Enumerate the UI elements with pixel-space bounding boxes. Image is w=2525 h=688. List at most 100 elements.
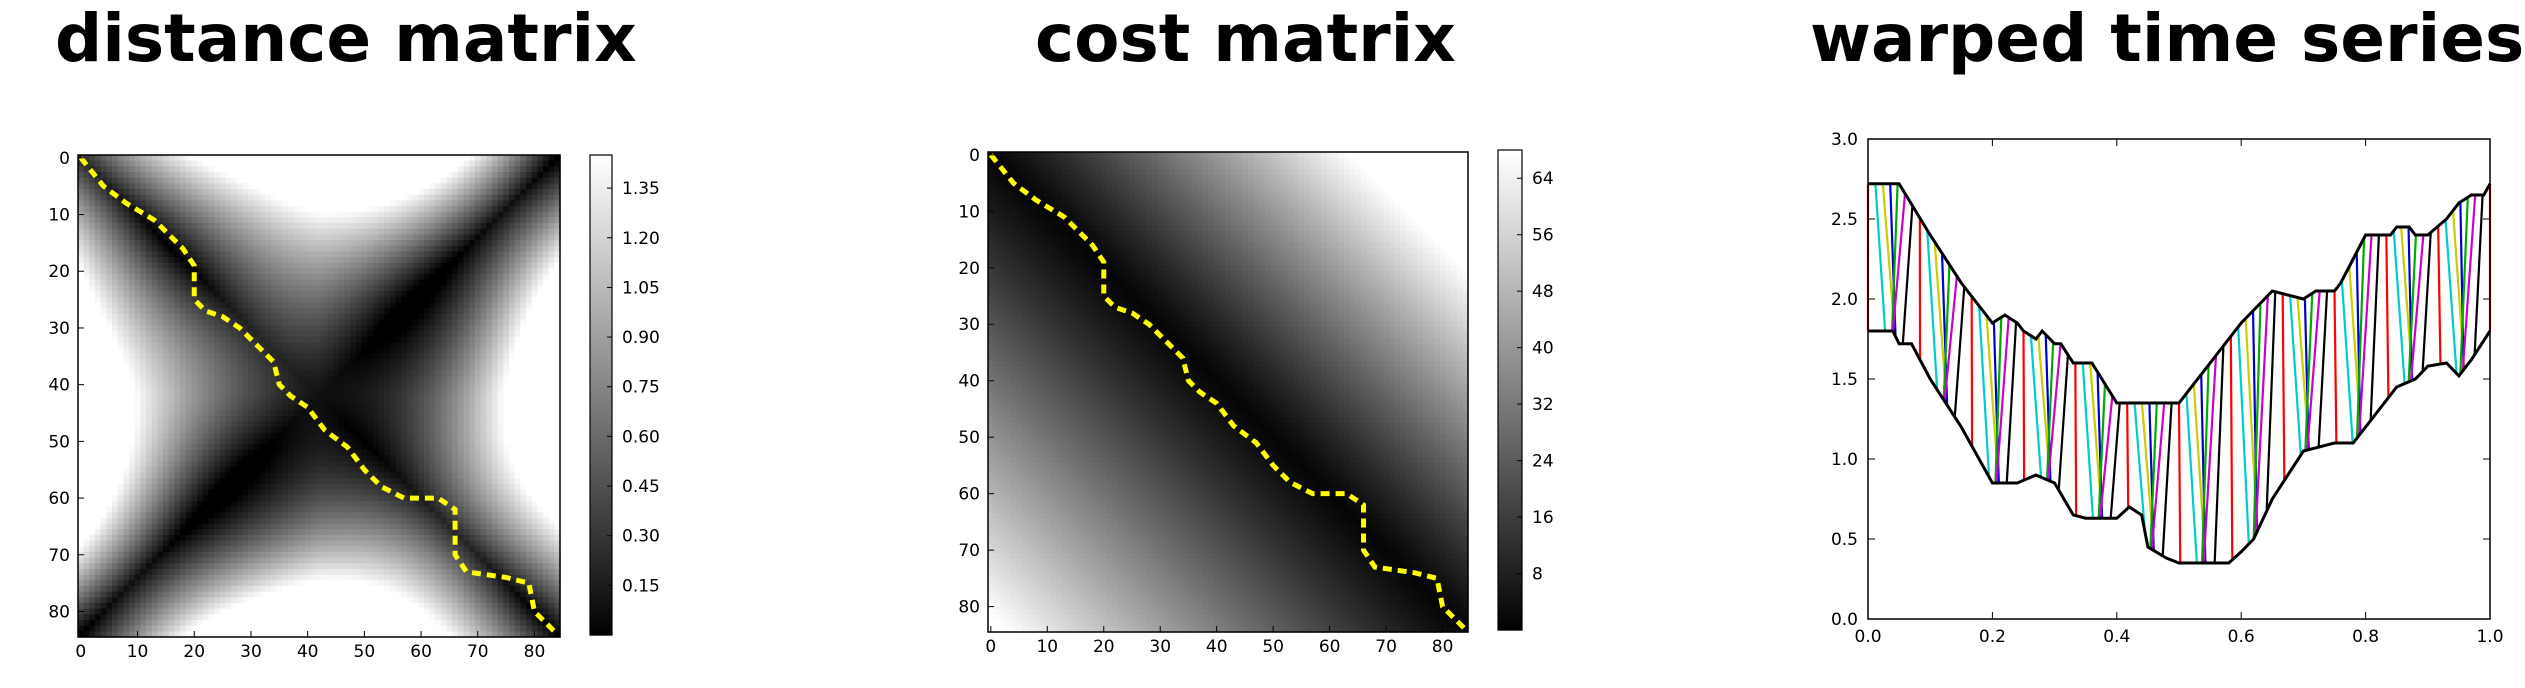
distance-heatmap-cell (265, 211, 272, 218)
distance-heatmap-cell (95, 427, 102, 434)
distance-heatmap-cell (401, 415, 408, 423)
distance-heatmap-cell (293, 245, 300, 252)
distance-heatmap-cell (378, 302, 385, 309)
distance-heatmap-cell (174, 251, 181, 258)
distance-heatmap-cell (287, 200, 295, 207)
distance-heatmap-cell (435, 427, 442, 434)
distance-heatmap-cell (276, 415, 283, 423)
distance-heatmap-cell (350, 200, 357, 207)
distance-heatmap-cell (338, 370, 346, 377)
distance-heatmap-cell (406, 387, 414, 394)
distance-heatmap-cell (508, 325, 516, 332)
distance-heatmap-cell (236, 461, 244, 468)
distance-heatmap-cell (497, 347, 504, 355)
distance-heatmap-cell (259, 160, 266, 167)
distance-heatmap-cell (299, 364, 306, 372)
distance-heatmap-cell (225, 291, 232, 298)
distance-heatmap-cell (497, 359, 504, 366)
distance-heatmap-cell (270, 308, 278, 315)
distance-heatmap-cell (446, 189, 453, 196)
distance-heatmap-cell (287, 211, 295, 218)
distance-heatmap-cell (401, 302, 408, 309)
distance-heatmap-cell (412, 240, 419, 247)
distance-heatmap-cell (457, 364, 465, 372)
distance-heatmap-cell (304, 217, 312, 224)
distance-heatmap-cell (333, 421, 340, 428)
distance-heatmap-cell (225, 325, 232, 332)
distance-heatmap-cell (395, 234, 402, 241)
distance-heatmap-cell (202, 211, 210, 218)
distance-heatmap-cell (287, 438, 295, 445)
distance-heatmap-cell (491, 177, 499, 184)
distance-heatmap-cell (463, 325, 470, 332)
distance-heatmap-cell (440, 319, 448, 326)
distance-heatmap-cell (491, 302, 499, 309)
distance-heatmap-cell (270, 313, 278, 321)
distance-heatmap-cell (191, 427, 198, 434)
distance-heatmap-cell (282, 483, 289, 491)
distance-heatmap-cell (151, 206, 158, 213)
distance-heatmap-cell (202, 325, 210, 332)
distance-heatmap-cell (537, 189, 544, 196)
distance-heatmap-cell (282, 183, 289, 190)
distance-heatmap-cell (106, 398, 113, 406)
distance-heatmap-cell (469, 291, 476, 298)
distance-heatmap-cell (469, 257, 476, 264)
distance-heatmap-cell (554, 302, 561, 309)
distance-heatmap-cell (350, 398, 357, 406)
distance-heatmap-cell (123, 189, 130, 196)
distance-heatmap-cell (174, 330, 181, 338)
distance-heatmap-cell (310, 279, 317, 287)
distance-heatmap-cell (157, 274, 164, 281)
distance-heatmap-cell (497, 251, 504, 258)
distance-heatmap-cell (480, 376, 487, 383)
distance-heatmap-cell (469, 177, 476, 184)
distance-heatmap-cell (146, 291, 153, 298)
distance-heatmap-cell (491, 359, 499, 366)
distance-heatmap-cell (338, 393, 346, 400)
distance-heatmap-cell (412, 200, 419, 207)
distance-heatmap-cell (406, 415, 414, 423)
distance-heatmap-cell (338, 183, 346, 190)
distance-heatmap-cell (134, 166, 141, 173)
distance-heatmap-cell (214, 308, 221, 315)
distance-heatmap-cell (106, 472, 113, 479)
distance-heatmap-cell (253, 381, 261, 389)
distance-heatmap-cell (123, 291, 130, 298)
distance-heatmap-cell (304, 211, 312, 218)
distance-heatmap-cell (293, 319, 300, 326)
distance-heatmap-cell (514, 194, 521, 201)
distance-heatmap-cell (225, 342, 232, 349)
distance-heatmap-cell (316, 206, 323, 213)
distance-heatmap-cell (514, 461, 521, 468)
distance-heatmap-cell (429, 262, 436, 270)
distance-heatmap-cell (537, 279, 544, 287)
distance-heatmap-cell (287, 183, 295, 190)
distance-heatmap-cell (157, 296, 164, 304)
distance-heatmap-cell (525, 251, 533, 258)
distance-heatmap-cell (446, 257, 453, 264)
distance-heatmap-cell (106, 330, 113, 338)
distance-heatmap-cell (157, 200, 164, 207)
distance-heatmap-cell (457, 410, 465, 417)
distance-heatmap-cell (276, 364, 283, 372)
distance-heatmap-cell (429, 189, 436, 196)
distance-heatmap-cell (225, 177, 232, 184)
distance-heatmap-cell (372, 228, 380, 235)
distance-heatmap-cell (384, 478, 391, 485)
distance-heatmap-cell (452, 211, 459, 218)
distance-heatmap-cell (112, 325, 119, 332)
distance-heatmap-cell (367, 438, 374, 445)
distance-heatmap-cell (491, 234, 499, 241)
distance-heatmap-cell (401, 483, 408, 491)
distance-heatmap-cell (293, 240, 300, 247)
distance-heatmap-cell (100, 410, 107, 417)
distance-heatmap-cell (151, 240, 158, 247)
distance-heatmap-cell (225, 398, 232, 406)
distance-heatmap-cell (276, 183, 283, 190)
distance-heatmap-cell (202, 189, 210, 196)
distance-heatmap-cell (106, 466, 113, 474)
distance-heatmap-cell (293, 206, 300, 213)
distance-heatmap-cell (333, 472, 340, 479)
distance-heatmap-cell (117, 313, 124, 321)
